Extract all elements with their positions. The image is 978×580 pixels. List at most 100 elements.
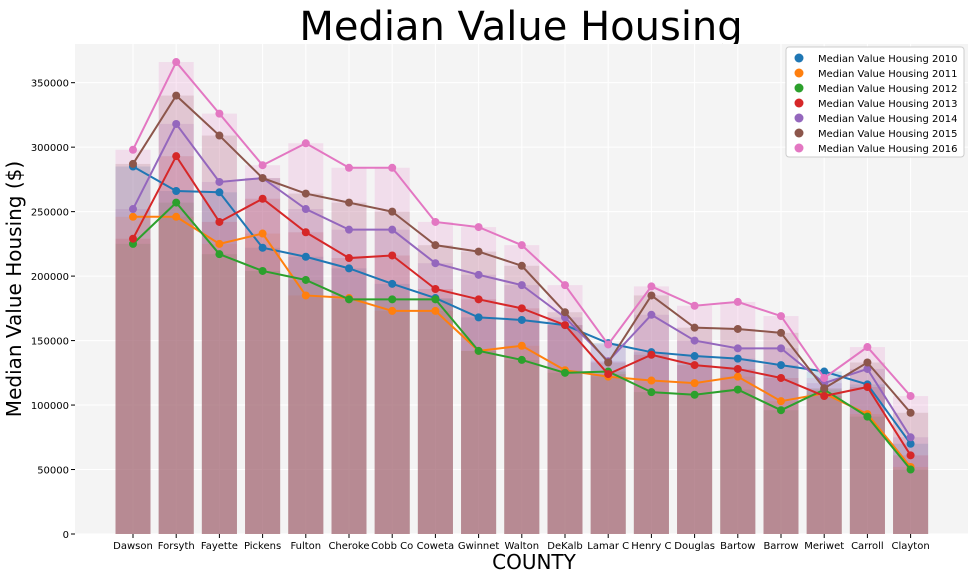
data-point <box>561 321 569 330</box>
bar <box>374 167 410 534</box>
data-point <box>690 390 699 399</box>
bar <box>763 401 799 534</box>
bar <box>201 192 237 534</box>
data-point <box>258 266 267 275</box>
data-point <box>517 261 526 270</box>
data-point <box>561 308 569 317</box>
data-point <box>777 361 785 370</box>
bar <box>633 295 669 534</box>
data-point <box>215 217 224 226</box>
data-point <box>129 159 137 168</box>
bar <box>720 389 756 534</box>
bar <box>245 165 281 535</box>
data-point <box>258 174 267 183</box>
legend-marker <box>794 113 804 123</box>
data-point <box>431 241 440 250</box>
data-point <box>906 433 915 442</box>
data-point <box>517 315 526 324</box>
data-point <box>345 225 353 234</box>
data-point <box>388 225 397 234</box>
legend-label: Median Value Housing 2014 <box>818 114 957 125</box>
data-point <box>345 198 353 207</box>
bar <box>288 209 324 535</box>
bar <box>115 243 151 535</box>
data-point <box>517 341 526 350</box>
bar <box>158 62 194 534</box>
legend-marker <box>794 98 804 108</box>
data-point <box>863 364 872 373</box>
bar <box>331 258 367 534</box>
data-point <box>301 275 310 284</box>
bar <box>633 354 669 534</box>
bar <box>677 394 713 534</box>
data-point <box>647 291 656 300</box>
bar <box>331 298 367 534</box>
data-point <box>777 328 785 337</box>
x-tick-label: Pickens <box>244 541 281 552</box>
data-point <box>777 406 785 415</box>
bar <box>158 202 194 534</box>
data-point <box>863 358 872 367</box>
bar <box>158 216 194 534</box>
bar <box>590 374 626 534</box>
bar <box>504 319 540 534</box>
bar <box>547 312 583 534</box>
x-tick-label: Meriwet <box>804 541 844 552</box>
gridlines <box>75 44 968 535</box>
data-point <box>647 310 656 319</box>
data-point <box>301 189 310 198</box>
data-point <box>431 217 440 226</box>
y-tick-label: 0 <box>63 530 69 541</box>
x-tick-label: Cobb Co <box>371 541 413 552</box>
bar <box>417 299 453 534</box>
bar <box>547 370 583 534</box>
bar <box>288 193 324 534</box>
bar <box>374 283 410 534</box>
bar <box>633 286 669 534</box>
x-tick-label: Carroll <box>851 541 884 552</box>
data-point <box>863 383 872 391</box>
data-point <box>690 301 699 310</box>
bar <box>417 310 453 534</box>
data-point <box>388 295 397 304</box>
data-point <box>301 252 310 261</box>
data-point <box>906 465 915 474</box>
bar <box>806 377 842 534</box>
data-point <box>517 281 526 290</box>
x-tick-label: Gwinnet <box>458 541 500 552</box>
bar <box>374 299 410 534</box>
bar <box>806 389 842 534</box>
data-point <box>733 324 742 333</box>
bar <box>806 396 842 534</box>
bar <box>417 298 453 534</box>
x-tick-label: Barrow <box>763 541 798 552</box>
bar <box>115 163 151 534</box>
data-point <box>604 340 613 349</box>
x-tick-label: Douglas <box>674 541 715 552</box>
data-point <box>258 194 267 203</box>
bar <box>201 243 237 535</box>
bar <box>504 345 540 534</box>
legend-label: Median Value Housing 2015 <box>818 129 957 140</box>
bar <box>677 383 713 534</box>
data-point <box>388 306 397 315</box>
bar <box>590 362 626 534</box>
bar <box>849 362 885 534</box>
data-point <box>345 295 353 304</box>
data-point <box>258 229 267 238</box>
bar <box>115 209 151 535</box>
data-point <box>647 282 656 291</box>
data-point <box>345 254 353 263</box>
bar <box>893 469 929 534</box>
x-tick-label: Dawson <box>113 541 153 552</box>
bar <box>806 388 842 534</box>
data-point <box>474 295 483 304</box>
bar <box>201 254 237 534</box>
data-point <box>647 350 656 359</box>
data-point <box>906 439 915 448</box>
bar <box>245 270 281 534</box>
bar <box>547 325 583 534</box>
data-point <box>906 451 915 460</box>
y-tick-label: 350000 <box>31 79 69 90</box>
data-point <box>604 370 613 379</box>
